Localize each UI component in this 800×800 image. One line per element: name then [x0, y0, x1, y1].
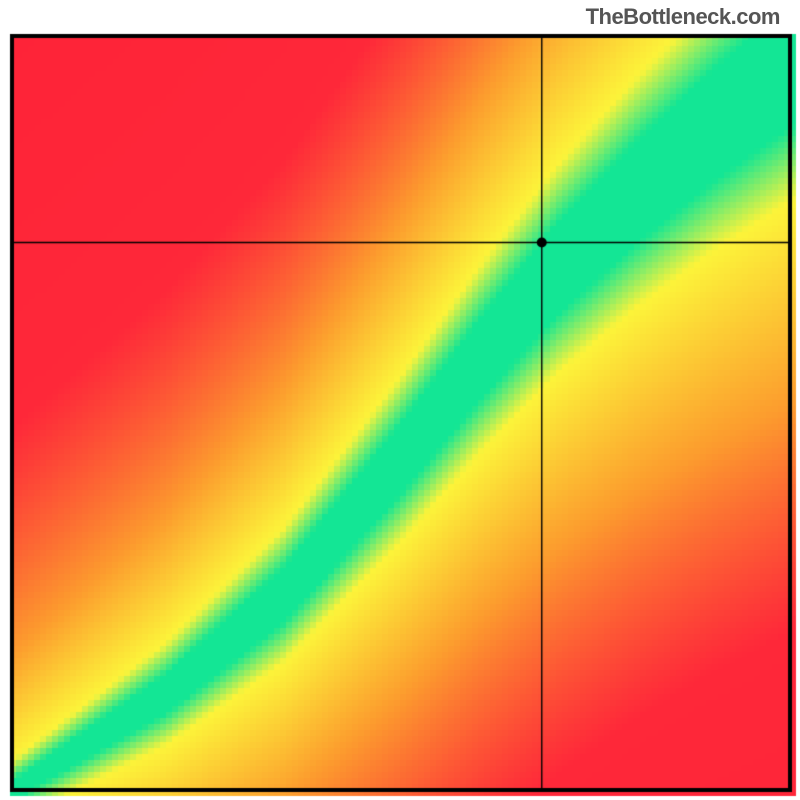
attribution-text: TheBottleneck.com [586, 4, 780, 30]
bottleneck-heatmap [0, 0, 800, 800]
chart-container: TheBottleneck.com [0, 0, 800, 800]
